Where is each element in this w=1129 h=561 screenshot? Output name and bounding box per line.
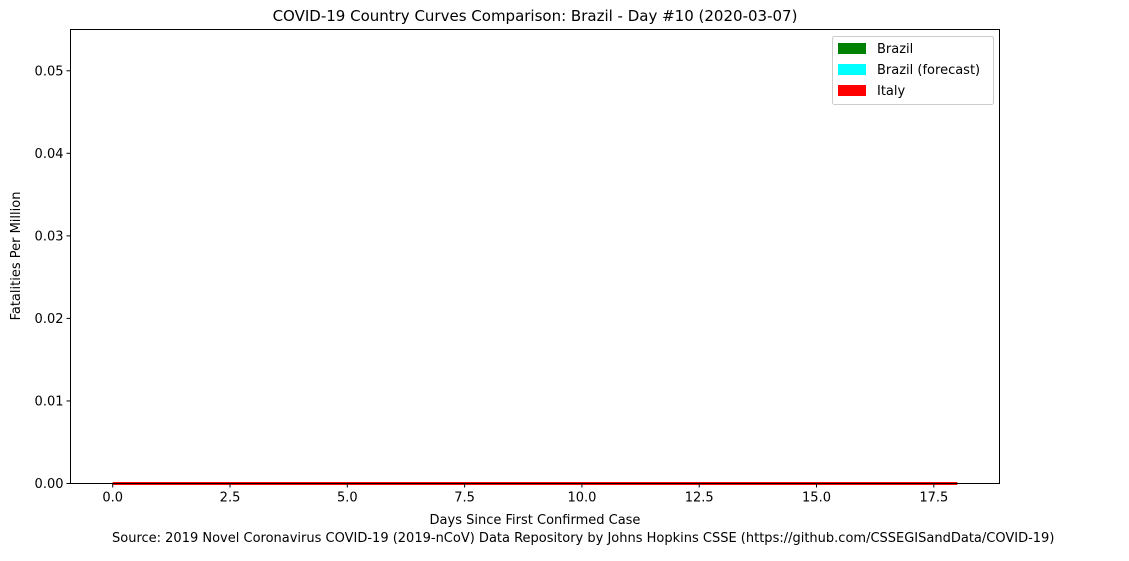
x-axis-label: Days Since First Confirmed Case bbox=[430, 513, 641, 528]
y-tick-label: 0.05 bbox=[35, 64, 64, 79]
y-tick-label: 0.04 bbox=[35, 147, 64, 162]
x-tick-label: 2.5 bbox=[220, 491, 241, 506]
y-axis-label: Fatalities Per Million bbox=[9, 192, 24, 321]
legend-label-brazil-forecast: Brazil (forecast) bbox=[877, 63, 980, 78]
y-axis: 0.00 0.01 0.02 0.03 0.04 0.05 bbox=[35, 64, 71, 492]
legend-box bbox=[832, 36, 994, 105]
x-axis: 0.0 2.5 5.0 7.5 10.0 12.5 15.0 17.5 bbox=[102, 483, 948, 506]
x-tick-label: 10.0 bbox=[567, 491, 596, 506]
x-tick-label: 0.0 bbox=[102, 491, 123, 506]
chart-title: COVID-19 Country Curves Comparison: Braz… bbox=[273, 7, 798, 25]
x-tick-label: 17.5 bbox=[919, 491, 948, 506]
y-tick-label: 0.01 bbox=[35, 394, 64, 409]
source-note: Source: 2019 Novel Coronavirus COVID-19 … bbox=[112, 531, 1055, 546]
x-tick-label: 12.5 bbox=[685, 491, 714, 506]
x-tick-label: 7.5 bbox=[454, 491, 475, 506]
legend-label-brazil: Brazil bbox=[877, 42, 913, 57]
y-tick-label: 0.03 bbox=[35, 229, 64, 244]
x-tick-label: 5.0 bbox=[337, 491, 358, 506]
legend-swatch-brazil-forecast bbox=[838, 64, 866, 75]
legend-swatch-brazil bbox=[838, 43, 866, 54]
x-tick-label: 15.0 bbox=[802, 491, 831, 506]
y-tick-label: 0.02 bbox=[35, 312, 64, 327]
plot-frame bbox=[70, 29, 1000, 484]
legend: Brazil Brazil (forecast) Italy bbox=[832, 36, 994, 105]
legend-label-italy: Italy bbox=[877, 84, 906, 99]
legend-swatch-italy bbox=[838, 85, 866, 96]
y-tick-label: 0.00 bbox=[35, 477, 64, 492]
